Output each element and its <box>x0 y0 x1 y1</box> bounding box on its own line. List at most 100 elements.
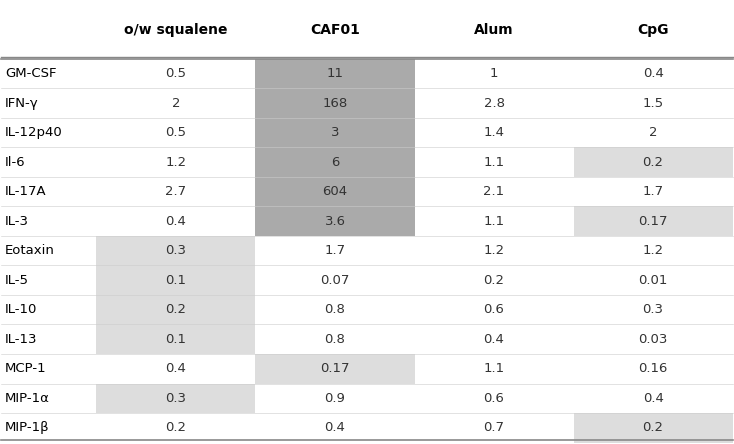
Text: 1.7: 1.7 <box>324 244 346 257</box>
FancyBboxPatch shape <box>96 413 255 443</box>
FancyBboxPatch shape <box>415 147 573 177</box>
FancyBboxPatch shape <box>1 59 96 88</box>
FancyBboxPatch shape <box>415 384 573 413</box>
Text: 0.2: 0.2 <box>165 421 186 434</box>
Text: 0.1: 0.1 <box>165 333 186 346</box>
FancyBboxPatch shape <box>96 384 255 413</box>
Text: 0.6: 0.6 <box>484 392 504 405</box>
FancyBboxPatch shape <box>573 177 733 206</box>
FancyBboxPatch shape <box>415 88 573 118</box>
Text: 0.2: 0.2 <box>642 421 664 434</box>
Text: Alum: Alum <box>474 23 514 37</box>
Text: 0.07: 0.07 <box>320 274 349 287</box>
Text: 0.4: 0.4 <box>484 333 504 346</box>
Text: IL-12p40: IL-12p40 <box>5 126 63 139</box>
FancyBboxPatch shape <box>1 384 96 413</box>
FancyBboxPatch shape <box>96 266 255 295</box>
FancyBboxPatch shape <box>255 413 415 443</box>
FancyBboxPatch shape <box>96 206 255 236</box>
Text: 0.1: 0.1 <box>165 274 186 287</box>
Text: 0.17: 0.17 <box>639 214 668 228</box>
Text: 604: 604 <box>322 185 348 198</box>
FancyBboxPatch shape <box>415 236 573 266</box>
FancyBboxPatch shape <box>415 413 573 443</box>
Text: 2.7: 2.7 <box>165 185 186 198</box>
Text: 0.01: 0.01 <box>639 274 668 287</box>
FancyBboxPatch shape <box>573 236 733 266</box>
Text: IL-17A: IL-17A <box>5 185 47 198</box>
FancyBboxPatch shape <box>573 118 733 147</box>
Text: IL-13: IL-13 <box>5 333 37 346</box>
Text: Eotaxin: Eotaxin <box>5 244 55 257</box>
Text: 0.2: 0.2 <box>642 155 664 169</box>
FancyBboxPatch shape <box>573 206 733 236</box>
Text: 0.6: 0.6 <box>484 303 504 316</box>
Text: 0.4: 0.4 <box>643 392 664 405</box>
FancyBboxPatch shape <box>415 206 573 236</box>
FancyBboxPatch shape <box>96 325 255 354</box>
FancyBboxPatch shape <box>573 384 733 413</box>
FancyBboxPatch shape <box>415 354 573 384</box>
FancyBboxPatch shape <box>255 206 415 236</box>
Text: 0.2: 0.2 <box>484 274 504 287</box>
FancyBboxPatch shape <box>1 266 96 295</box>
Text: 3.6: 3.6 <box>324 214 346 228</box>
Text: 2.1: 2.1 <box>484 185 504 198</box>
Text: 0.3: 0.3 <box>165 392 186 405</box>
FancyBboxPatch shape <box>1 325 96 354</box>
FancyBboxPatch shape <box>255 266 415 295</box>
FancyBboxPatch shape <box>415 325 573 354</box>
FancyBboxPatch shape <box>96 59 255 88</box>
FancyBboxPatch shape <box>1 295 96 325</box>
FancyBboxPatch shape <box>96 118 255 147</box>
FancyBboxPatch shape <box>573 325 733 354</box>
Text: IL-3: IL-3 <box>5 214 29 228</box>
Text: MIP-1β: MIP-1β <box>5 421 50 434</box>
FancyBboxPatch shape <box>96 147 255 177</box>
Text: 0.8: 0.8 <box>324 333 346 346</box>
Text: 0.7: 0.7 <box>484 421 504 434</box>
Text: MIP-1α: MIP-1α <box>5 392 50 405</box>
Text: 2: 2 <box>649 126 658 139</box>
Text: 3: 3 <box>331 126 339 139</box>
FancyBboxPatch shape <box>1 206 96 236</box>
Text: 1.2: 1.2 <box>642 244 664 257</box>
Text: 1.2: 1.2 <box>484 244 504 257</box>
FancyBboxPatch shape <box>1 236 96 266</box>
FancyBboxPatch shape <box>573 295 733 325</box>
Text: 11: 11 <box>327 67 344 80</box>
Text: IL-5: IL-5 <box>5 274 29 287</box>
Text: 0.3: 0.3 <box>165 244 186 257</box>
FancyBboxPatch shape <box>1 147 96 177</box>
FancyBboxPatch shape <box>255 147 415 177</box>
FancyBboxPatch shape <box>573 266 733 295</box>
FancyBboxPatch shape <box>96 354 255 384</box>
FancyBboxPatch shape <box>255 177 415 206</box>
Text: 0.4: 0.4 <box>166 214 186 228</box>
Text: 0.3: 0.3 <box>642 303 664 316</box>
FancyBboxPatch shape <box>96 295 255 325</box>
Text: 1.4: 1.4 <box>484 126 504 139</box>
Text: 1.2: 1.2 <box>165 155 186 169</box>
Text: IL-10: IL-10 <box>5 303 37 316</box>
Text: 6: 6 <box>331 155 339 169</box>
FancyBboxPatch shape <box>573 413 733 443</box>
Text: 0.16: 0.16 <box>639 362 668 375</box>
Text: 0.5: 0.5 <box>165 126 186 139</box>
FancyBboxPatch shape <box>255 236 415 266</box>
Text: 2: 2 <box>172 96 181 110</box>
Text: 0.4: 0.4 <box>166 362 186 375</box>
FancyBboxPatch shape <box>573 88 733 118</box>
FancyBboxPatch shape <box>255 325 415 354</box>
FancyBboxPatch shape <box>415 177 573 206</box>
FancyBboxPatch shape <box>1 413 96 443</box>
FancyBboxPatch shape <box>415 59 573 88</box>
Text: GM-CSF: GM-CSF <box>5 67 57 80</box>
Text: 1.7: 1.7 <box>642 185 664 198</box>
FancyBboxPatch shape <box>255 88 415 118</box>
Text: MCP-1: MCP-1 <box>5 362 47 375</box>
FancyBboxPatch shape <box>573 147 733 177</box>
Text: 1.1: 1.1 <box>484 362 504 375</box>
FancyBboxPatch shape <box>96 88 255 118</box>
FancyBboxPatch shape <box>1 177 96 206</box>
